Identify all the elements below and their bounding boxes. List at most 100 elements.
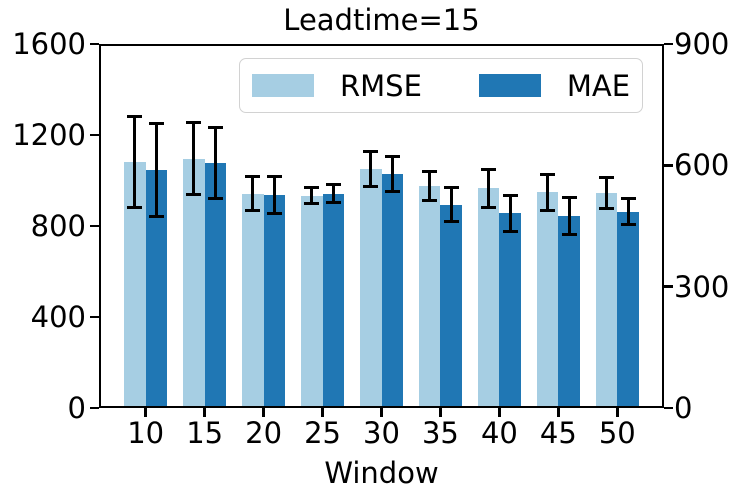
y-axis-left-tick-mark xyxy=(90,133,99,137)
y-axis-left-tick-mark xyxy=(90,42,99,46)
rmse-error-bar xyxy=(605,177,609,208)
rmse-error-cap xyxy=(481,205,497,209)
x-axis-tick-label: 40 xyxy=(480,416,518,450)
rmse-bar xyxy=(536,192,559,408)
mae-bar xyxy=(617,211,639,408)
y-axis-right-tick-label: 600 xyxy=(674,148,730,183)
x-axis-tick-label: 20 xyxy=(245,416,283,450)
rmse-error-cap xyxy=(127,115,143,119)
rmse-error-bar xyxy=(546,174,550,211)
rmse-error-cap xyxy=(245,175,261,179)
rmse-error-cap xyxy=(422,170,438,174)
chart-title: Leadtime=15 xyxy=(283,3,480,37)
x-axis-tick-label: 25 xyxy=(304,416,341,450)
mae-bar xyxy=(558,215,580,408)
x-axis-tick-mark xyxy=(616,408,619,417)
rmse-bar xyxy=(595,193,618,408)
mae-error-bar xyxy=(567,197,571,235)
mae-error-cap xyxy=(207,197,223,201)
mae-error-cap xyxy=(148,215,164,219)
mae-bar xyxy=(145,170,168,408)
rmse-error-cap xyxy=(304,186,320,190)
y-axis-right-tick-label: 0 xyxy=(674,391,693,425)
y-axis-right-tick-mark xyxy=(664,406,673,410)
mae-error-bar xyxy=(508,195,512,232)
rmse-error-bar xyxy=(428,171,432,201)
mae-bar xyxy=(263,194,286,408)
rmse-error-cap xyxy=(599,176,615,180)
x-axis-tick-mark xyxy=(321,408,324,417)
legend-swatch-mae xyxy=(478,74,541,97)
rmse-error-cap xyxy=(245,209,261,213)
rmse-bar xyxy=(242,193,264,408)
rmse-error-bar xyxy=(133,116,137,208)
rmse-error-bar xyxy=(310,187,314,204)
x-axis-tick-mark xyxy=(498,408,501,417)
y-axis-right-tick-label: 900 xyxy=(674,27,730,61)
mae-error-cap xyxy=(502,194,518,198)
mae-error-bar xyxy=(390,156,394,192)
rmse-error-cap xyxy=(304,202,320,206)
x-axis-tick-mark xyxy=(380,408,383,417)
x-axis-tick-label: 50 xyxy=(598,416,636,450)
mae-error-cap xyxy=(443,186,459,190)
rmse-error-cap xyxy=(540,208,556,212)
y-axis-right-tick-mark xyxy=(664,42,673,46)
x-axis-tick-mark xyxy=(203,408,206,417)
x-axis-tick-mark xyxy=(557,408,560,417)
mae-bar xyxy=(322,193,345,408)
rmse-bar xyxy=(183,158,205,408)
rmse-error-cap xyxy=(599,206,615,210)
rmse-error-cap xyxy=(481,168,497,172)
rmse-error-bar xyxy=(192,122,196,195)
legend-label-mae: MAE xyxy=(566,68,631,103)
mae-error-cap xyxy=(325,182,341,186)
mae-error-cap xyxy=(325,201,341,205)
mae-error-cap xyxy=(620,223,636,227)
mae-error-cap xyxy=(620,197,636,201)
plot-area xyxy=(99,44,664,408)
rmse-bar xyxy=(477,188,500,408)
mae-error-cap xyxy=(502,229,518,233)
mae-error-cap xyxy=(148,122,164,126)
x-axis-tick-mark xyxy=(262,408,265,417)
y-axis-left-tick-mark xyxy=(90,224,99,228)
mae-bar xyxy=(499,213,521,408)
mae-bar xyxy=(440,204,462,408)
y-axis-left-tick-label: 400 xyxy=(30,300,86,334)
rmse-bar xyxy=(124,162,146,408)
y-axis-left-tick-mark xyxy=(90,315,99,319)
y-axis-left-tick-label: 1600 xyxy=(12,27,86,61)
mae-error-cap xyxy=(384,190,400,194)
x-axis-tick-label: 30 xyxy=(363,416,400,450)
x-axis-label: Window xyxy=(324,456,439,490)
rmse-error-bar xyxy=(487,169,491,208)
mae-error-cap xyxy=(266,211,282,215)
rmse-bar xyxy=(301,195,323,408)
rmse-bar xyxy=(360,169,382,408)
y-axis-right-tick-mark xyxy=(664,285,673,288)
y-axis-right-tick-label: 300 xyxy=(674,269,730,304)
x-axis-tick-label: 10 xyxy=(127,416,165,450)
mae-error-cap xyxy=(207,126,223,130)
rmse-error-bar xyxy=(251,176,255,211)
rmse-error-cap xyxy=(363,150,379,154)
legend: RMSE MAE xyxy=(239,58,643,113)
x-axis-tick-label: 15 xyxy=(186,416,224,450)
rmse-error-cap xyxy=(186,121,202,125)
mae-error-cap xyxy=(384,155,400,159)
rmse-error-cap xyxy=(363,185,379,189)
rmse-error-cap xyxy=(186,193,202,197)
y-axis-left-tick-mark xyxy=(90,406,99,410)
y-axis-left-tick-label: 1200 xyxy=(12,118,86,152)
rmse-error-cap xyxy=(127,206,143,210)
x-axis-tick-label: 45 xyxy=(539,416,577,450)
mae-error-bar xyxy=(272,176,276,214)
mae-error-cap xyxy=(561,196,577,200)
mae-error-bar xyxy=(154,123,158,217)
rmse-error-cap xyxy=(422,198,438,202)
y-axis-left-tick-label: 0 xyxy=(67,391,86,425)
rmse-error-cap xyxy=(540,173,556,177)
y-axis-right-tick-mark xyxy=(664,164,673,167)
